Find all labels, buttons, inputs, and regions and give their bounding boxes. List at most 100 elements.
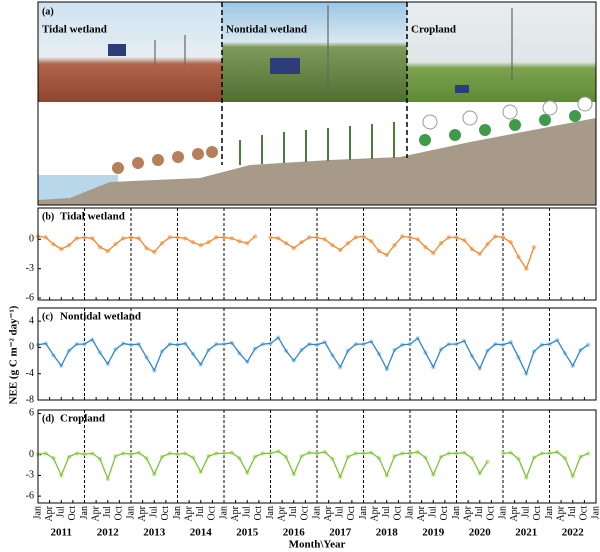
- x-tick-label: Jul: [521, 506, 532, 518]
- x-tick-label: Jan: [32, 506, 43, 519]
- x-tick-label: Apr: [416, 505, 427, 521]
- y-axis-label: NEE (g C m⁻² day⁻¹): [8, 305, 20, 404]
- panel-title: Tidal wetland: [60, 211, 125, 223]
- year-label: 2011: [51, 527, 72, 539]
- ground: [38, 118, 596, 205]
- year-label: 2013: [143, 527, 166, 539]
- crops: [419, 96, 593, 146]
- data-point: [268, 235, 273, 240]
- x-tick-label: Jul: [567, 506, 578, 518]
- x-tick-label: Jan: [590, 506, 600, 519]
- x-tick-label: Apr: [276, 505, 287, 521]
- y-tick-label: -3: [26, 263, 34, 274]
- y-tick-label: -6: [26, 292, 34, 303]
- series-line: [270, 235, 535, 271]
- year-label: 2016: [283, 527, 306, 539]
- x-tick-label: Jan: [404, 506, 415, 519]
- x-tick-label: Jan: [544, 506, 555, 519]
- x-tick-label: Oct: [346, 506, 357, 521]
- x-tick-label: Jul: [149, 506, 160, 518]
- x-tick-label: Jul: [335, 506, 346, 518]
- panel-title: Nontidal wetland: [60, 311, 141, 323]
- x-tick-label: Jan: [79, 506, 90, 519]
- y-tick-label: -3: [26, 470, 34, 481]
- panel-a: (a) Tidal wetland Nontidal wetland Cropl…: [37, 1, 597, 206]
- x-tick-label: Oct: [207, 506, 218, 521]
- x-tick-label: Jan: [218, 506, 229, 519]
- x-tick-label: Jul: [288, 506, 299, 518]
- y-tick-label: -8: [26, 394, 34, 405]
- panel-label: (d): [42, 413, 54, 424]
- x-tick-label: Oct: [160, 506, 171, 521]
- panel-frame: [37, 307, 597, 401]
- year-label: 2022: [562, 527, 585, 539]
- y-tick-label: 0: [29, 449, 34, 460]
- x-tick-label: Jan: [358, 506, 369, 519]
- y-tick-label: -4: [26, 368, 34, 379]
- x-tick-label: Apr: [90, 505, 101, 521]
- year-label: 2012: [97, 527, 120, 539]
- series-line: [37, 235, 256, 253]
- x-tick-label: Jul: [242, 506, 253, 518]
- panel-label: (b): [42, 211, 54, 222]
- x-tick-label: Apr: [509, 505, 520, 521]
- x-tick-label: Apr: [230, 505, 241, 521]
- x-tick-label: Apr: [137, 505, 148, 521]
- towers: [154, 5, 513, 85]
- x-axis-label: Month\Year: [289, 539, 346, 551]
- solar-panel: [270, 58, 300, 74]
- x-tick-label: Jul: [102, 506, 113, 518]
- y-tick-label: 0: [29, 342, 34, 353]
- x-tick-label: Oct: [253, 506, 264, 521]
- y-tick-label: -6: [26, 490, 34, 501]
- x-tick-label: Jul: [428, 506, 439, 518]
- x-tick-label: Jul: [56, 506, 67, 518]
- site-label: Nontidal wetland: [226, 24, 307, 36]
- x-tick-label: Jul: [381, 506, 392, 518]
- panel-title: Cropland: [60, 413, 105, 425]
- solar-panel: [108, 44, 126, 56]
- panel-frame: [37, 409, 597, 504]
- x-tick-label: Apr: [369, 505, 380, 521]
- y-tick-label: 0: [29, 234, 34, 245]
- x-tick-label: Jul: [474, 506, 485, 518]
- panel-label: (a): [42, 6, 54, 17]
- x-tick-label: Jan: [497, 506, 508, 519]
- year-label: 2019: [422, 527, 445, 539]
- series-line: [37, 336, 589, 376]
- x-tick-label: Jan: [311, 506, 322, 519]
- solar-panel: [455, 85, 469, 93]
- x-tick-label: Jan: [451, 506, 462, 519]
- site-label: Tidal wetland: [42, 24, 107, 36]
- tidal-plants: [112, 146, 218, 174]
- year-label: 2018: [376, 527, 399, 539]
- x-tick-label: Jul: [195, 506, 206, 518]
- panel-label: (c): [42, 311, 53, 322]
- reeds: [239, 122, 395, 165]
- x-tick-label: Jan: [125, 506, 136, 519]
- series-line: [502, 451, 589, 480]
- year-label: 2021: [515, 527, 537, 539]
- x-tick-label: Oct: [300, 506, 311, 521]
- series-line: [37, 450, 489, 481]
- site-label: Cropland: [411, 24, 456, 36]
- year-label: 2017: [329, 527, 352, 539]
- x-tick-label: Oct: [439, 506, 450, 521]
- panel-frame: [37, 207, 597, 301]
- year-label: 2015: [236, 527, 259, 539]
- x-tick-label: Oct: [393, 506, 404, 521]
- photo-tidal: [38, 2, 222, 102]
- x-tick-label: Oct: [486, 506, 497, 521]
- x-tick-label: Apr: [323, 505, 334, 521]
- x-tick-label: Jan: [172, 506, 183, 519]
- y-tick-label: 4: [29, 315, 34, 326]
- y-tick-label: 6: [29, 408, 34, 419]
- x-tick-label: Apr: [555, 505, 566, 521]
- x-tick-label: Oct: [67, 506, 78, 521]
- x-tick-label: Oct: [114, 506, 125, 521]
- x-tick-label: Oct: [532, 506, 543, 521]
- x-tick-label: Apr: [44, 505, 55, 521]
- photo-nontidal: [222, 2, 407, 102]
- year-label: 2020: [469, 527, 492, 539]
